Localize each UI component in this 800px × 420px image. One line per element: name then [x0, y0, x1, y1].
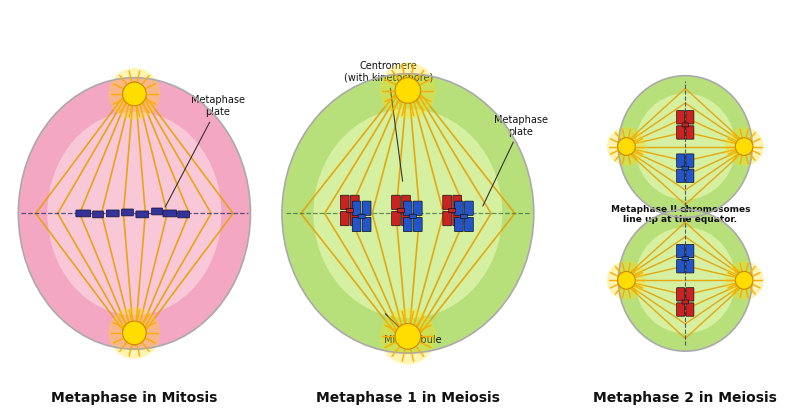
- Text: Microtubule: Microtubule: [384, 314, 442, 345]
- FancyBboxPatch shape: [341, 195, 349, 210]
- FancyBboxPatch shape: [677, 303, 685, 316]
- FancyBboxPatch shape: [358, 214, 365, 218]
- FancyBboxPatch shape: [682, 300, 689, 304]
- FancyBboxPatch shape: [346, 208, 354, 213]
- Circle shape: [109, 307, 160, 359]
- FancyBboxPatch shape: [122, 209, 134, 216]
- FancyBboxPatch shape: [352, 218, 361, 231]
- Circle shape: [122, 82, 146, 106]
- FancyBboxPatch shape: [686, 126, 694, 139]
- Ellipse shape: [282, 74, 534, 353]
- FancyBboxPatch shape: [136, 211, 149, 218]
- Circle shape: [618, 138, 635, 155]
- FancyBboxPatch shape: [392, 211, 400, 226]
- Circle shape: [618, 271, 635, 289]
- FancyBboxPatch shape: [686, 110, 694, 124]
- Ellipse shape: [618, 210, 752, 351]
- FancyBboxPatch shape: [362, 218, 371, 231]
- FancyBboxPatch shape: [686, 154, 694, 167]
- FancyBboxPatch shape: [449, 208, 456, 213]
- Circle shape: [122, 321, 146, 345]
- FancyBboxPatch shape: [682, 166, 689, 170]
- FancyBboxPatch shape: [152, 208, 162, 215]
- Ellipse shape: [618, 76, 752, 218]
- FancyBboxPatch shape: [402, 211, 410, 226]
- FancyBboxPatch shape: [93, 211, 103, 218]
- FancyBboxPatch shape: [350, 211, 359, 226]
- Ellipse shape: [18, 78, 250, 349]
- Circle shape: [725, 261, 764, 300]
- Ellipse shape: [635, 227, 735, 333]
- FancyBboxPatch shape: [341, 211, 349, 226]
- FancyBboxPatch shape: [682, 257, 689, 261]
- FancyBboxPatch shape: [454, 218, 463, 231]
- FancyBboxPatch shape: [106, 210, 119, 217]
- FancyBboxPatch shape: [403, 218, 412, 231]
- FancyBboxPatch shape: [410, 214, 416, 218]
- FancyBboxPatch shape: [178, 211, 190, 218]
- FancyBboxPatch shape: [686, 244, 694, 258]
- Ellipse shape: [47, 112, 222, 315]
- Text: Metaphase II chromosomes
line up at the equator.: Metaphase II chromosomes line up at the …: [610, 205, 750, 224]
- FancyBboxPatch shape: [392, 195, 400, 210]
- FancyBboxPatch shape: [414, 218, 422, 231]
- FancyBboxPatch shape: [686, 260, 694, 273]
- FancyBboxPatch shape: [442, 195, 451, 210]
- Circle shape: [380, 63, 436, 118]
- FancyBboxPatch shape: [352, 201, 361, 215]
- FancyBboxPatch shape: [453, 211, 462, 226]
- FancyBboxPatch shape: [398, 208, 405, 213]
- FancyBboxPatch shape: [414, 201, 422, 215]
- Text: Metaphase 2 in Meiosis: Metaphase 2 in Meiosis: [594, 391, 778, 405]
- FancyBboxPatch shape: [686, 169, 694, 182]
- FancyBboxPatch shape: [686, 288, 694, 301]
- FancyBboxPatch shape: [677, 260, 685, 273]
- FancyBboxPatch shape: [677, 154, 685, 167]
- FancyBboxPatch shape: [677, 244, 685, 258]
- Text: Metaphase in Mitosis: Metaphase in Mitosis: [51, 391, 218, 405]
- FancyBboxPatch shape: [403, 201, 412, 215]
- FancyBboxPatch shape: [460, 214, 467, 218]
- Circle shape: [725, 127, 764, 166]
- FancyBboxPatch shape: [453, 195, 462, 210]
- Circle shape: [380, 308, 436, 365]
- FancyBboxPatch shape: [402, 195, 410, 210]
- Circle shape: [735, 271, 753, 289]
- Text: Metaphase 1 in Meiosis: Metaphase 1 in Meiosis: [316, 391, 500, 405]
- Ellipse shape: [635, 93, 735, 200]
- FancyBboxPatch shape: [682, 123, 689, 127]
- FancyBboxPatch shape: [454, 201, 463, 215]
- FancyBboxPatch shape: [350, 195, 359, 210]
- Circle shape: [607, 261, 646, 300]
- Text: Metaphase
plate: Metaphase plate: [483, 115, 548, 206]
- Circle shape: [395, 78, 421, 103]
- FancyBboxPatch shape: [677, 169, 685, 182]
- Text: Metaphase
plate: Metaphase plate: [166, 95, 245, 207]
- FancyBboxPatch shape: [76, 210, 90, 217]
- FancyBboxPatch shape: [677, 126, 685, 139]
- Circle shape: [395, 323, 421, 349]
- FancyBboxPatch shape: [677, 110, 685, 124]
- Ellipse shape: [314, 109, 502, 318]
- FancyBboxPatch shape: [442, 211, 451, 226]
- FancyBboxPatch shape: [686, 303, 694, 316]
- Text: Metaphase in Mitosis and Meiosis (Metaphase 1 and 2): Metaphase in Mitosis and Meiosis (Metaph…: [12, 16, 568, 34]
- FancyBboxPatch shape: [677, 288, 685, 301]
- FancyBboxPatch shape: [362, 201, 371, 215]
- Circle shape: [109, 68, 160, 120]
- FancyBboxPatch shape: [465, 201, 474, 215]
- Circle shape: [735, 138, 753, 155]
- Circle shape: [607, 127, 646, 166]
- FancyBboxPatch shape: [163, 210, 177, 217]
- Text: Centromere
(with kinetochore): Centromere (with kinetochore): [343, 61, 433, 181]
- FancyBboxPatch shape: [465, 218, 474, 231]
